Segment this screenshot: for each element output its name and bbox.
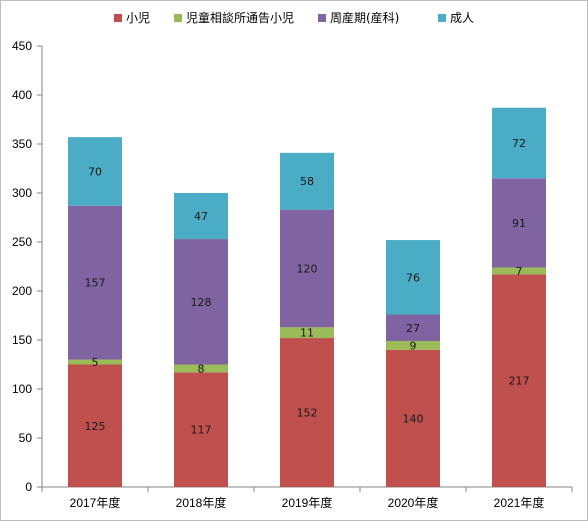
legend-swatch [114, 14, 122, 22]
y-tick-label: 50 [19, 431, 33, 445]
bar-segment [386, 314, 440, 341]
legend-label: 成人 [450, 11, 474, 25]
bar-segment [68, 359, 122, 365]
data-label: 5 [92, 356, 99, 369]
data-label: 128 [191, 296, 212, 309]
y-axis: 0 50 100 150 200 250 300 350 400 450 [12, 39, 43, 494]
legend: 小児 児童相談所通告小児 周産期(産科) 成人 [114, 10, 474, 25]
legend-swatch [438, 14, 446, 22]
bar-segment [174, 372, 228, 487]
legend-label: 児童相談所通告小児 [186, 10, 294, 25]
data-label: 7 [516, 265, 523, 278]
bar-segment [280, 338, 334, 487]
y-tick-label: 250 [12, 235, 32, 249]
bar-segment [280, 152, 334, 210]
x-tick-label: 2021年度 [494, 495, 545, 510]
data-label: 91 [512, 217, 526, 230]
bar-segment [386, 340, 440, 350]
y-tick-label: 150 [12, 333, 32, 347]
data-label: 8 [198, 362, 205, 375]
legend-swatch [174, 14, 182, 22]
data-label: 27 [406, 322, 420, 335]
data-label: 70 [88, 165, 102, 178]
data-label: 11 [300, 327, 314, 340]
data-label: 47 [194, 210, 208, 223]
bar-segment [280, 327, 334, 339]
data-labels: 125 5 157 70 117 8 128 47 152 11 120 58 140 9 27 76 217 7… [85, 137, 530, 437]
y-tick-label: 100 [12, 382, 32, 396]
data-label: 117 [191, 424, 212, 437]
y-tick-label: 0 [25, 480, 32, 494]
legend-label: 周産期(産科) [330, 10, 399, 25]
data-label: 9 [410, 339, 417, 352]
bars [68, 107, 546, 487]
data-label: 58 [300, 175, 314, 188]
x-tick-label: 2019年度 [282, 495, 333, 510]
data-label: 140 [403, 412, 424, 425]
data-label: 217 [509, 375, 530, 388]
data-label: 76 [406, 271, 420, 284]
bar-segment [492, 267, 546, 275]
data-label: 72 [512, 137, 526, 150]
data-label: 125 [85, 420, 106, 433]
bar-segment [492, 107, 546, 179]
bar-segment [174, 364, 228, 373]
bar-segment [386, 349, 440, 487]
bar-segment [386, 240, 440, 315]
legend-label: 小児 [126, 11, 150, 25]
data-label: 157 [85, 277, 106, 290]
y-tick-label: 350 [12, 137, 32, 151]
y-tick-label: 200 [12, 284, 32, 298]
x-axis: 2017年度 2018年度 2019年度 2020年度 2021年度 [41, 486, 573, 510]
data-label: 120 [297, 262, 318, 275]
bar-segment [492, 178, 546, 268]
y-tick-label: 300 [12, 186, 32, 200]
x-tick-label: 2018年度 [176, 495, 227, 510]
bar-segment [68, 364, 122, 487]
bar-segment [68, 137, 122, 206]
y-tick-label: 450 [12, 39, 32, 53]
bar-segment [492, 274, 546, 487]
bar-segment [174, 239, 228, 365]
legend-swatch [318, 14, 326, 22]
bar-segment [174, 193, 228, 240]
data-label: 152 [297, 407, 318, 420]
x-tick-label: 2017年度 [70, 495, 121, 510]
bar-segment [68, 205, 122, 360]
y-tick-label: 400 [12, 88, 32, 102]
bar-segment [280, 209, 334, 328]
x-tick-label: 2020年度 [388, 495, 439, 510]
